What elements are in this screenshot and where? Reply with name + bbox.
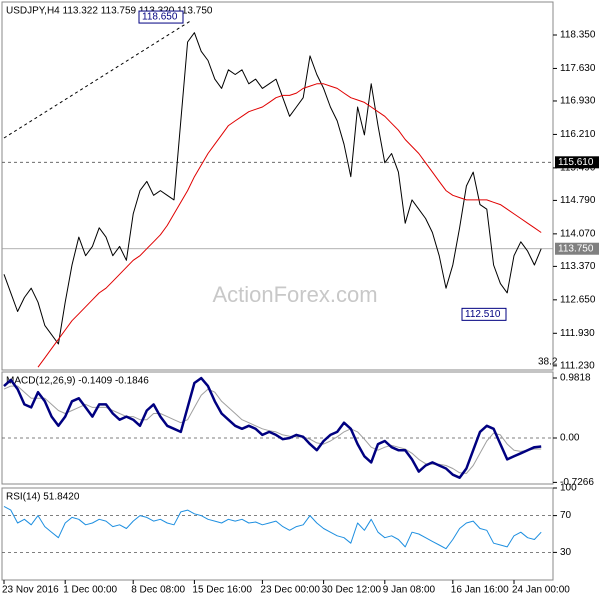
x-tick-label: 15 Dec 16:00: [192, 585, 252, 596]
level-label: 115.610: [558, 157, 594, 168]
fib-label: 38.2: [538, 357, 558, 368]
y-tick-label: 100: [560, 483, 577, 494]
y-tick-label: 0.00: [560, 433, 580, 444]
y-tick-label: 111.930: [560, 328, 595, 339]
level-label-box: [555, 156, 599, 169]
y-tick-label: 117.630: [560, 63, 596, 74]
annotation-box: [461, 307, 507, 321]
y-tick-label: -0.7266: [560, 477, 594, 488]
y-tick-label: 116.930: [560, 96, 596, 107]
x-tick-label: 24 Jan 00:00: [512, 585, 570, 596]
level-label-box: [555, 242, 599, 255]
y-tick-label: 112.650: [560, 294, 596, 305]
series-line: [3, 376, 542, 479]
series-line: [3, 385, 542, 474]
y-tick-label: 70: [560, 510, 572, 521]
y-tick-label: 113.370: [560, 261, 596, 272]
annotation-label: 112.510: [465, 309, 501, 320]
y-tick-label: 114.790: [560, 195, 596, 206]
panel-frame: [1, 487, 554, 581]
y-tick-label: 118.350: [560, 30, 596, 41]
y-tick-label: 30: [560, 547, 572, 558]
y-tick-label: 0.9818: [560, 373, 591, 384]
annotation-box: [138, 10, 184, 24]
panel-title: RSI(14) 51.8420: [6, 492, 80, 503]
y-tick-label: 116.210: [560, 129, 596, 140]
series-line: [3, 505, 542, 550]
watermark: ActionForex.com: [212, 282, 377, 307]
panel-title: MACD(12,26,9) -0.1409 -0.1846: [6, 376, 149, 387]
trend-line: [3, 19, 193, 139]
panel-frame: [1, 1, 554, 371]
x-tick-label: 30 Dec 12:00: [322, 585, 382, 596]
x-tick-label: 23 Nov 2016: [2, 585, 59, 596]
annotation-label: 118.650: [142, 12, 178, 23]
y-tick-label: 111.230: [560, 360, 595, 371]
x-tick-label: 8 Dec 08:00: [131, 585, 185, 596]
panel-title: USDJPY,H4 113.322 113.759 113.320 113.75…: [6, 6, 213, 17]
series-line: [37, 83, 542, 368]
y-tick-label: 114.070: [560, 228, 596, 239]
series-line: [3, 32, 542, 345]
x-tick-label: 9 Jan 08:00: [383, 585, 436, 596]
x-tick-label: 16 Jan 16:00: [451, 585, 509, 596]
level-label: 113.750: [558, 243, 594, 254]
panel-frame: [1, 371, 554, 485]
x-tick-label: 1 Dec 00:00: [63, 585, 117, 596]
x-tick-label: 23 Dec 00:00: [260, 585, 320, 596]
